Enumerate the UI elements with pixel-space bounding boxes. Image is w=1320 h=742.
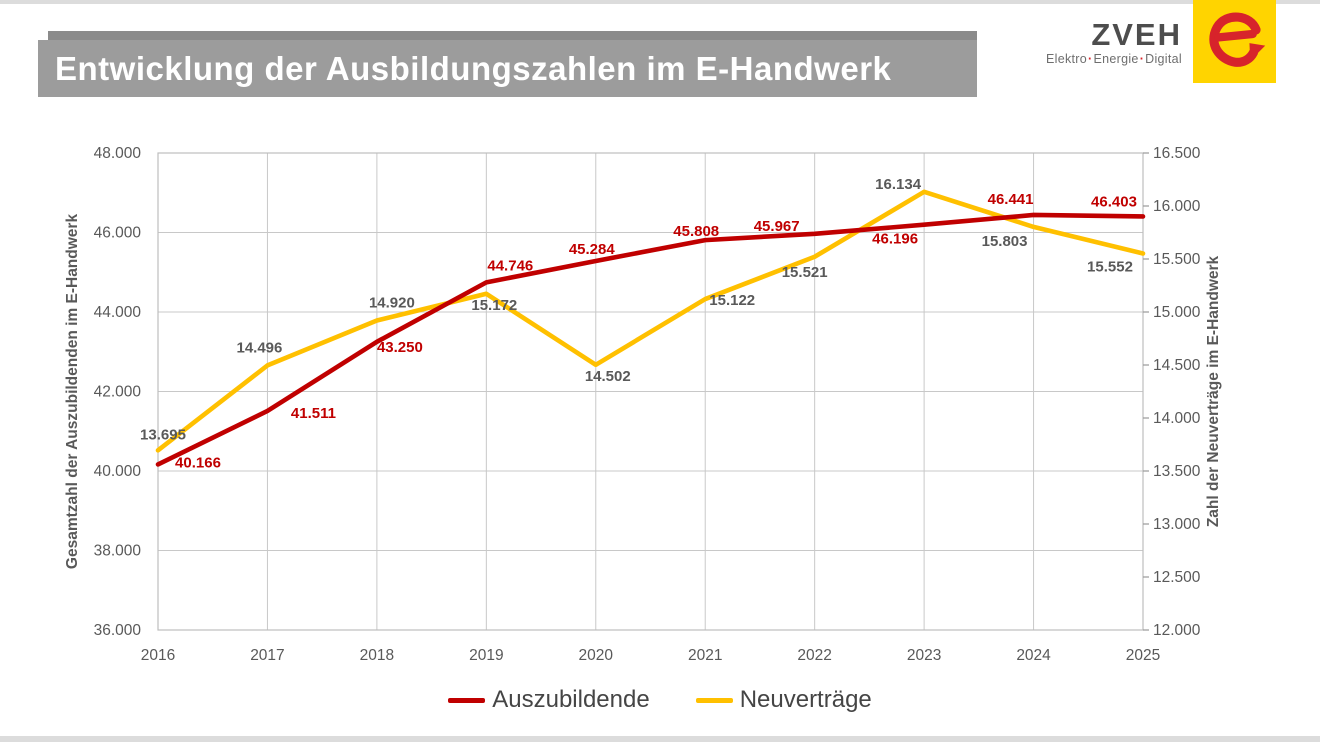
left-axis-tick-label: 38.000 bbox=[94, 543, 142, 560]
x-axis-tick-label: 2020 bbox=[579, 647, 614, 664]
legend-line-yellow bbox=[695, 697, 733, 703]
data-label-neuverträge: 15.803 bbox=[982, 233, 1028, 250]
left-axis-tick-label: 40.000 bbox=[94, 463, 142, 480]
tagline-dot: · bbox=[1139, 52, 1145, 66]
right-axis-tick-label: 14.000 bbox=[1153, 410, 1201, 427]
x-axis-tick-label: 2018 bbox=[360, 647, 394, 664]
tagline-part: Elektro bbox=[1046, 52, 1088, 66]
left-axis-tick-label: 42.000 bbox=[94, 384, 142, 401]
data-label-auszubildende: 40.166 bbox=[175, 454, 221, 471]
data-label-neuverträge: 13.695 bbox=[140, 426, 186, 443]
chart-legend: Auszubildende Neuverträge bbox=[0, 680, 1320, 720]
x-axis-tick-label: 2025 bbox=[1126, 647, 1160, 664]
right-axis-tick-label: 12.500 bbox=[1153, 569, 1201, 586]
data-label-auszubildende: 41.511 bbox=[291, 405, 336, 422]
legend-item-auszubildende: Auszubildende bbox=[448, 686, 650, 714]
zveh-logo-text: ZVEH Elektro·Energie·Digital bbox=[1046, 17, 1182, 66]
data-label-auszubildende: 45.967 bbox=[754, 218, 800, 235]
data-label-auszubildende: 44.746 bbox=[487, 257, 533, 274]
series-line-auszubildende bbox=[155, 212, 1146, 467]
zveh-e-swoosh-icon bbox=[1193, 0, 1276, 83]
left-axis-tick-label: 36.000 bbox=[94, 622, 142, 639]
zveh-logo-name: ZVEH bbox=[1091, 17, 1182, 52]
right-axis-title: Zahl der Neuverträge im E-Handwerk bbox=[1205, 255, 1222, 527]
data-label-neuverträge: 14.502 bbox=[585, 368, 631, 385]
x-axis-tick-label: 2016 bbox=[141, 647, 175, 664]
right-axis-tick-label: 15.000 bbox=[1153, 304, 1201, 321]
data-label-auszubildende: 46.441 bbox=[988, 191, 1034, 208]
bottom-edge-strip bbox=[0, 736, 1320, 742]
right-axis-tick-label: 15.500 bbox=[1153, 251, 1201, 268]
legend-label: Neuverträge bbox=[739, 686, 872, 713]
left-axis-tick-label: 44.000 bbox=[94, 304, 142, 321]
page-title: Entwicklung der Ausbildungszahlen im E-H… bbox=[55, 49, 892, 87]
right-axis-tick-label: 14.500 bbox=[1153, 357, 1201, 374]
legend-item-neuvertraege: Neuverträge bbox=[695, 686, 872, 714]
right-axis-tick-label: 13.000 bbox=[1153, 516, 1201, 533]
zveh-logo-mark bbox=[1191, 0, 1278, 83]
data-label-neuverträge: 14.920 bbox=[369, 294, 415, 311]
top-edge-strip bbox=[0, 0, 1320, 4]
data-label-neuverträge: 15.521 bbox=[782, 264, 828, 281]
data-label-auszubildende: 46.196 bbox=[872, 231, 918, 248]
x-axis-tick-label: 2019 bbox=[469, 647, 503, 664]
right-axis-tick-label: 13.500 bbox=[1153, 463, 1201, 480]
x-axis-tick-label: 2023 bbox=[907, 647, 941, 664]
right-axis-tick-label: 12.000 bbox=[1153, 622, 1201, 639]
data-label-auszubildende: 46.403 bbox=[1091, 193, 1137, 210]
title-banner-shadow bbox=[48, 31, 977, 41]
zveh-logo-tagline: Elektro·Energie·Digital bbox=[1046, 52, 1182, 66]
data-label-auszubildende: 45.808 bbox=[673, 223, 719, 240]
legend-label: Auszubildende bbox=[492, 686, 650, 713]
data-label-auszubildende: 43.250 bbox=[377, 339, 423, 356]
x-axis-tick-label: 2022 bbox=[797, 647, 831, 664]
tagline-part: Digital bbox=[1145, 52, 1182, 66]
legend-line-red bbox=[448, 697, 486, 703]
left-axis-tick-label: 48.000 bbox=[94, 145, 142, 162]
data-label-auszubildende: 45.284 bbox=[569, 241, 616, 258]
tagline-dot: · bbox=[1088, 52, 1093, 66]
series-line-neuverträge bbox=[155, 189, 1146, 453]
title-banner: Entwicklung der Ausbildungszahlen im E-H… bbox=[38, 40, 977, 97]
data-label-neuverträge: 15.122 bbox=[709, 292, 755, 309]
data-label-neuverträge: 15.552 bbox=[1087, 258, 1133, 275]
left-axis-tick-label: 46.000 bbox=[94, 225, 142, 242]
right-axis-tick-label: 16.500 bbox=[1153, 145, 1201, 162]
left-axis-title: Gesamtzahl der Auszubildenden im E-Handw… bbox=[64, 214, 81, 570]
x-axis-tick-label: 2024 bbox=[1016, 647, 1051, 664]
plot-border bbox=[157, 152, 1144, 631]
right-axis-tick-label: 16.000 bbox=[1153, 198, 1201, 215]
zveh-logo: ZVEH Elektro·Energie·Digital bbox=[1035, 0, 1285, 90]
x-axis-tick-label: 2021 bbox=[688, 647, 722, 664]
data-label-neuverträge: 16.134 bbox=[875, 176, 922, 193]
data-label-neuverträge: 14.496 bbox=[236, 339, 282, 356]
tagline-part: Energie bbox=[1093, 52, 1139, 66]
data-label-neuverträge: 15.172 bbox=[471, 297, 517, 314]
x-axis-tick-label: 2017 bbox=[250, 647, 284, 664]
